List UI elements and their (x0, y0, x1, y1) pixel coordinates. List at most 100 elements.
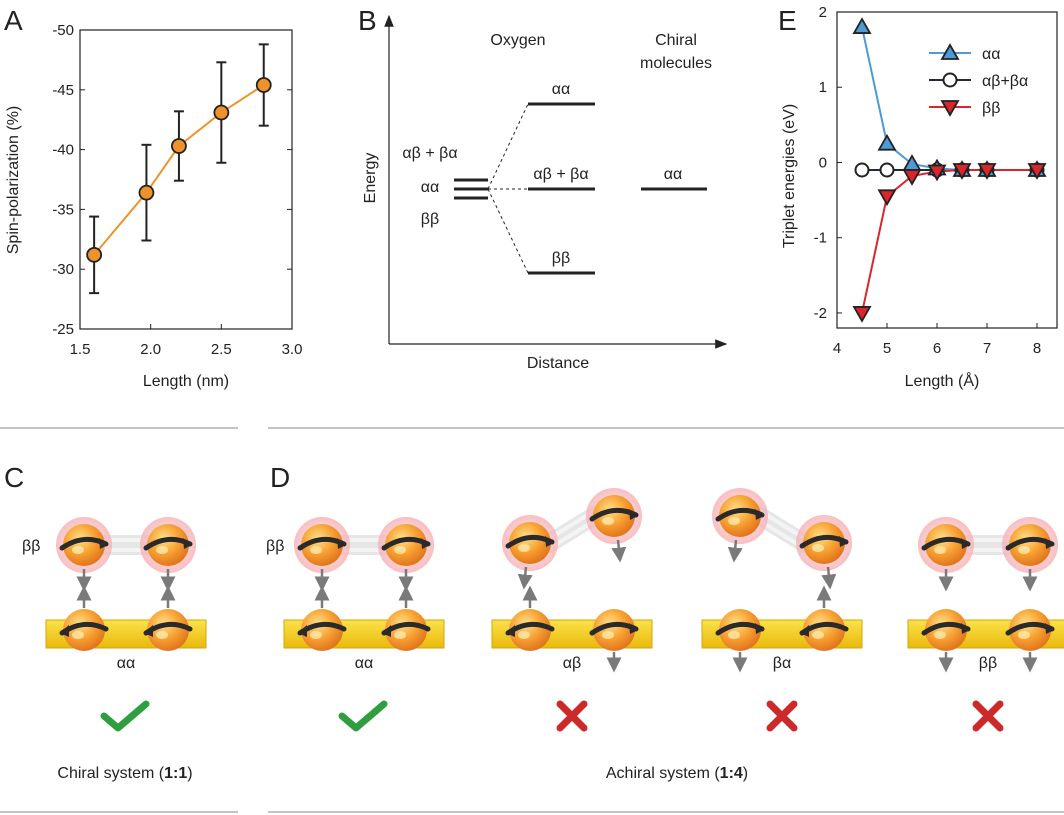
spin-sphere (925, 609, 967, 651)
spin-configurations: αα αβ βα ββ (45, 488, 1064, 732)
chart-e-point (852, 17, 872, 34)
spin-sphere (301, 524, 343, 566)
chart-e-point (879, 162, 895, 178)
sphere-highlight (310, 631, 322, 639)
config-label: αβ (563, 655, 581, 672)
spin-arrowhead (382, 625, 391, 637)
chart-a-x-tick-label: 2.5 (211, 341, 232, 358)
achiral-config-4: ββ (907, 517, 1064, 732)
panel-letter-b: B (358, 5, 377, 36)
chart-a-x-tick-label: 2.0 (140, 341, 161, 358)
column-chiral-line1: Chiral (655, 32, 697, 49)
chart-a-point (138, 184, 155, 201)
energy-diagram-b: Energy Distance Oxygen Chiral molecules … (362, 14, 728, 372)
spin-arrowhead (961, 538, 970, 549)
chart-e-legend-marker (942, 72, 958, 88)
spin-arrowhead (1045, 623, 1054, 634)
sphere-highlight (934, 631, 946, 639)
spin-vector-arrow (517, 566, 533, 590)
chart-a-point (86, 246, 103, 263)
chart-a: 1.5 2.0 2.5 3.0 -25 -30 -35 -40 -45 -50 Length (n… (5, 22, 302, 390)
spin-arrowhead (800, 625, 809, 637)
sphere-highlight (728, 517, 740, 525)
chart-e-point (877, 133, 897, 151)
spin-sphere (719, 609, 761, 651)
chart-e-point (902, 169, 922, 186)
sphere-highlight (602, 517, 614, 525)
chart-e-x-tick-label: 4 (833, 340, 841, 357)
chiral-config-aa (45, 517, 207, 732)
sphere-highlight (394, 631, 406, 639)
caption-chiral: Chiral system (1:1) (57, 765, 192, 782)
sphere-highlight (812, 631, 824, 639)
oxygen-level-bb-label: ββ (552, 250, 570, 267)
cross-icon (972, 700, 1004, 732)
degenerate-label-ab: αβ + βα (402, 145, 457, 162)
sphere-highlight (310, 546, 322, 554)
chart-e-legend-marker (940, 43, 960, 60)
spin-arrowhead (421, 538, 430, 549)
chart-e-point (877, 189, 897, 207)
sphere-highlight (156, 546, 168, 554)
spin-sphere (301, 609, 343, 651)
chart-e-point (952, 163, 972, 180)
chart-e-y-tick-label: 0 (819, 154, 827, 171)
spin-sphere (63, 524, 105, 566)
chart-e-x-tick-label: 6 (933, 340, 941, 357)
caption-chiral-text: Chiral system ( (57, 765, 164, 782)
energy-axis-label: Energy (362, 153, 379, 204)
spin-sphere (147, 524, 189, 566)
molecule-label-c: ββ (22, 538, 40, 555)
panel-letter-e: E (778, 5, 797, 36)
spin-sphere (925, 524, 967, 566)
sphere-highlight (934, 546, 946, 554)
spin-sphere (385, 609, 427, 651)
spin-arrowhead (629, 509, 638, 520)
chart-a-y-tick-label: -30 (52, 261, 74, 278)
chart-e-legend-label: ββ (982, 100, 1000, 117)
chart-e-x-tick-label: 7 (983, 340, 991, 357)
chart-e-y-tick-label: -1 (814, 230, 827, 247)
chart-a-series (86, 43, 272, 295)
caption-achiral: Achiral system (1:4) (606, 765, 748, 782)
split-connector-down (487, 188, 529, 274)
caption-chiral-ratio: 1:1 (164, 765, 187, 782)
chart-e-y-label: Triplet energies (eV) (781, 104, 798, 248)
chart-e: 4 5 6 7 8 2 1 0 -1 -2 αα αβ+βα ββ Length (Å) Triple… (781, 4, 1058, 390)
chart-a-y-tick-label: -25 (52, 321, 74, 338)
sphere-highlight (602, 631, 614, 639)
substrate-label-c: αα (117, 655, 136, 672)
spin-arrowhead (545, 536, 554, 547)
achiral-config-3: βα (701, 488, 863, 732)
spin-arrowhead (60, 625, 69, 637)
chart-e-frame (836, 11, 1058, 329)
chart-a-point (213, 104, 230, 121)
chart-a-point (255, 77, 272, 93)
cross-icon (556, 700, 588, 732)
spin-arrowhead (298, 625, 307, 637)
chart-e-ticks: 4 5 6 7 8 2 1 0 -1 -2 (814, 4, 1042, 357)
spin-sphere (509, 609, 551, 651)
spin-arrowhead (629, 623, 638, 634)
spin-sphere (719, 495, 761, 537)
chart-a-frame (79, 29, 293, 330)
distance-axis-label: Distance (527, 355, 589, 372)
chart-a-x-tick-label: 1.5 (70, 341, 91, 358)
chart-a-x-tick-label: 3.0 (282, 341, 303, 358)
spin-sphere (593, 495, 635, 537)
sphere-highlight (518, 544, 530, 552)
spin-sphere (803, 522, 845, 564)
chart-e-point (854, 162, 870, 178)
caption-achiral-end: ) (743, 765, 748, 782)
achiral-config-1: αα (283, 517, 445, 732)
chiral-level-aa-label: αα (664, 166, 683, 183)
chart-e-legend-label: αβ+βα (982, 73, 1028, 90)
chart-a-y-tick-label: -40 (52, 142, 74, 159)
spin-sphere (803, 609, 845, 651)
column-oxygen: Oxygen (490, 32, 545, 49)
chart-e-legend: αα αβ+βα ββ (929, 43, 1028, 117)
chart-a-y-tick-label: -35 (52, 201, 74, 218)
sphere-highlight (156, 631, 168, 639)
spin-sphere (63, 609, 105, 651)
spin-sphere (593, 609, 635, 651)
